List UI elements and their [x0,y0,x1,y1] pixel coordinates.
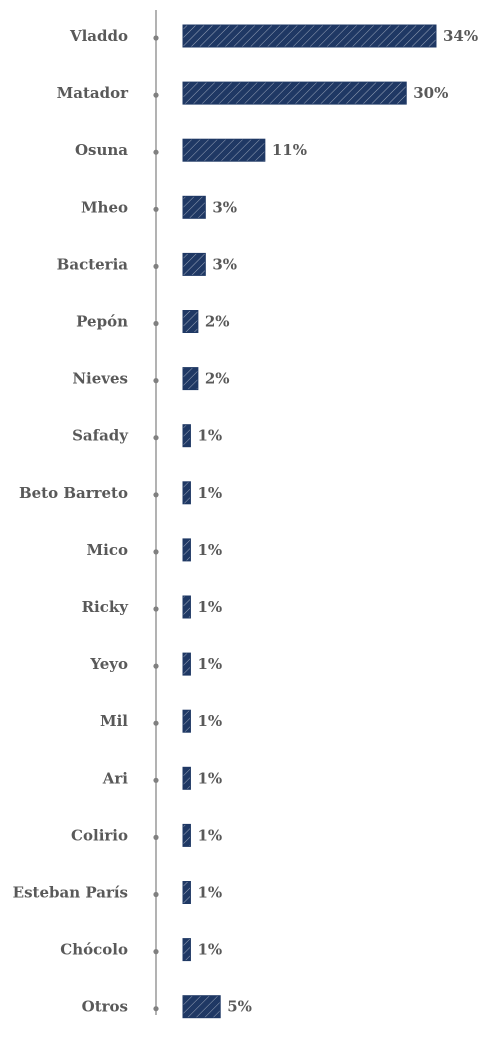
category-label: Bacteria [57,255,129,273]
category-label: Mico [87,541,128,559]
axis-tick [153,663,159,669]
bar [182,367,199,391]
value-label: 1% [197,884,222,902]
value-label: 1% [197,826,222,844]
bar [182,652,191,676]
value-label: 1% [197,427,222,445]
axis-tick [153,1006,159,1012]
value-label: 1% [197,941,222,959]
bar [182,881,191,904]
axis-tick [153,549,159,555]
bar [182,195,206,219]
value-label: 5% [227,998,252,1016]
category-label: Ari [102,769,129,787]
bar [182,252,206,276]
axis-tick [153,149,159,155]
category-label: Chócolo [60,941,128,959]
axis-tick [153,92,159,98]
axis-tick [153,320,159,327]
bar [182,595,191,619]
bar [182,310,199,333]
axis-tick [153,891,159,898]
bar [182,938,191,962]
category-label: Mheo [81,198,128,216]
value-label: 2% [205,313,230,331]
category-label: Matador [57,84,129,102]
category-label: Colirio [71,826,128,844]
axis-tick [153,834,159,841]
chart-marks: Vladdo 34% Matador 30% Osuna 11% Mheo 3% Bacteri… [13,24,478,1019]
axis-tick [153,606,159,612]
bar [182,481,191,505]
value-label: 1% [197,769,222,787]
bar [182,709,191,733]
category-label: Osuna [75,141,128,159]
value-label: 1% [197,712,222,730]
category-label: Pepón [76,313,128,331]
bar [182,995,221,1019]
bar [182,538,191,562]
category-label: Otros [82,998,128,1016]
value-label: 1% [197,541,222,559]
category-label: Mil [100,712,128,730]
bar [182,24,437,48]
bar [182,424,191,448]
axis-tick [153,206,159,212]
category-label: Esteban París [13,884,128,902]
axis-tick [153,378,159,384]
value-label: 1% [197,484,222,502]
value-label: 3% [212,255,237,273]
category-label: Safady [72,427,129,445]
axis-tick [153,35,159,41]
category-label: Nieves [72,370,128,388]
bar [182,138,266,162]
axis-tick [153,263,159,269]
category-label: Vladdo [69,27,128,45]
axis-tick [153,777,159,783]
value-label: 2% [205,370,230,388]
value-label: 1% [197,598,222,616]
axis-tick [153,492,159,498]
value-label: 1% [197,655,222,673]
axis-tick [153,720,159,726]
axis-tick [153,435,159,441]
category-label: Ricky [82,598,130,616]
value-label: 3% [212,198,237,216]
value-label: 34% [443,27,478,45]
bar [182,81,407,105]
value-label: 30% [413,84,448,102]
category-label: Beto Barreto [19,484,128,502]
axis-tick [153,949,159,955]
bar [182,766,191,790]
value-label: 11% [272,141,307,159]
bar [182,823,191,847]
category-label: Yeyo [89,655,128,673]
